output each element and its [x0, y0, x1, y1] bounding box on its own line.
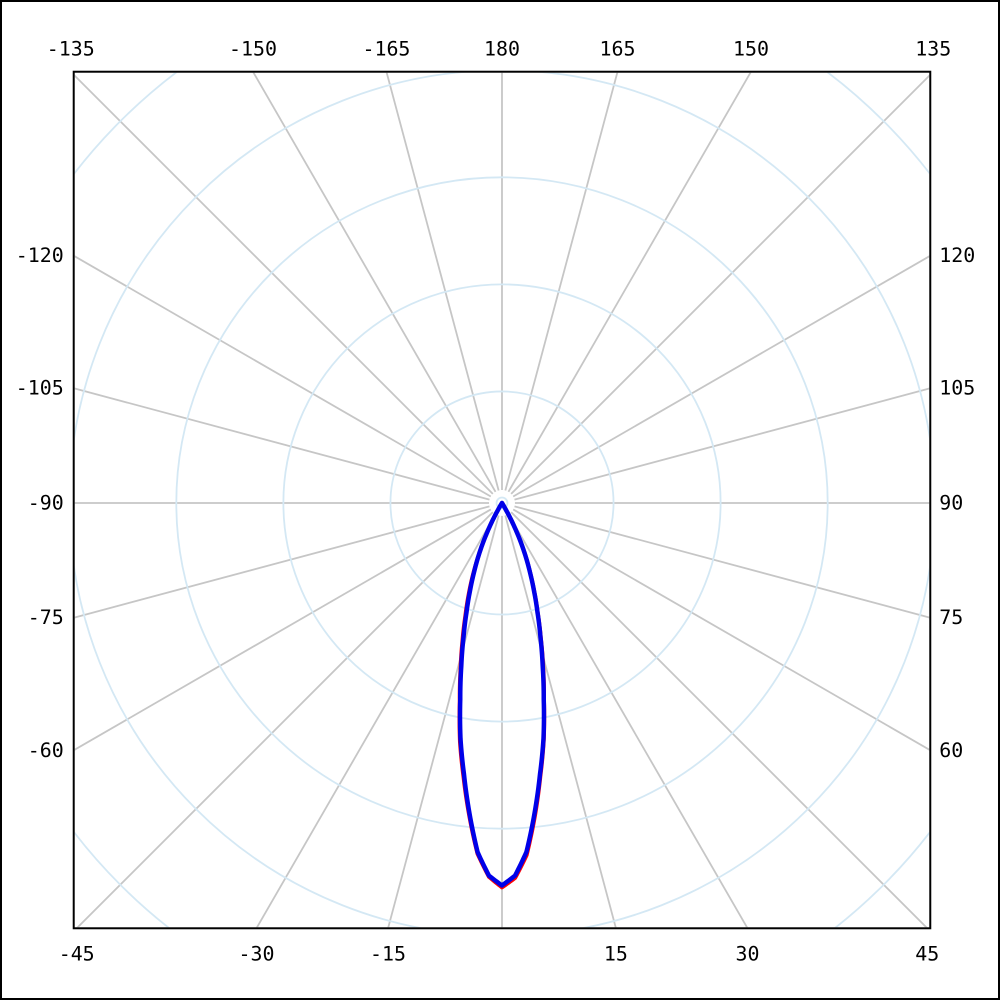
series-blue-curve: [457, 500, 547, 888]
angle-tick-label: 120: [939, 244, 975, 267]
angle-tick-label: 30: [736, 943, 760, 966]
angle-tick-label: 150: [733, 37, 769, 60]
angular-gridline: [507, 513, 748, 928]
angular-gridline: [255, 513, 497, 928]
angular-gridline: [252, 72, 497, 493]
angular-gridline: [514, 505, 930, 619]
angular-gridline: [504, 515, 617, 928]
angular-gridline: [74, 74, 494, 495]
angular-gridline: [385, 72, 500, 491]
angular-gridline: [510, 511, 928, 928]
radial-gridline: [282, 283, 722, 723]
angle-tick-label: 60: [939, 739, 963, 762]
angular-gridline: [512, 255, 930, 498]
angular-gridline: [76, 511, 494, 928]
radial-gridline: [389, 390, 615, 616]
angle-tick-label: -165: [362, 37, 410, 60]
angular-gridline: [504, 72, 619, 491]
angle-tick-label: 90: [939, 491, 963, 514]
angular-gridline: [74, 387, 490, 501]
angle-tick-label: -45: [59, 943, 95, 966]
angular-gridline: [74, 508, 492, 751]
angle-tick-label: 105: [939, 377, 975, 400]
angle-tick-label: -135: [47, 37, 95, 60]
angle-tick-label: 165: [600, 37, 636, 60]
angle-tick-label: -15: [370, 943, 406, 966]
angle-tick-labels: -135 -150 -165 180 165 150 135 -120 -105 -90 -75 -6…: [16, 37, 975, 965]
angle-tick-label: 15: [604, 943, 628, 966]
angular-gridline: [74, 505, 490, 619]
angle-tick-label: 45: [915, 943, 939, 966]
angular-gridline: [507, 72, 752, 493]
angle-tick-label: -120: [16, 244, 64, 267]
angle-tick-label: -90: [28, 491, 64, 514]
plot-border: [72, 70, 932, 930]
radial-gridline: [495, 496, 509, 510]
radial-gridline: [175, 176, 829, 830]
angular-gridline: [387, 515, 500, 928]
angle-tick-label: -30: [238, 943, 274, 966]
angle-tick-label: 75: [939, 606, 963, 629]
angle-tick-label: -105: [16, 377, 64, 400]
angular-gridline: [514, 387, 930, 501]
angle-tick-label: -150: [229, 37, 277, 60]
angle-tick-label: 180: [484, 37, 520, 60]
series-layer: [457, 500, 547, 890]
angular-gridline: [74, 255, 492, 498]
angular-gridline: [512, 508, 930, 751]
angle-tick-label: -60: [28, 739, 64, 762]
angle-tick-label: 135: [915, 37, 951, 60]
angle-tick-label: -75: [28, 606, 64, 629]
angular-gridline: [510, 74, 930, 495]
